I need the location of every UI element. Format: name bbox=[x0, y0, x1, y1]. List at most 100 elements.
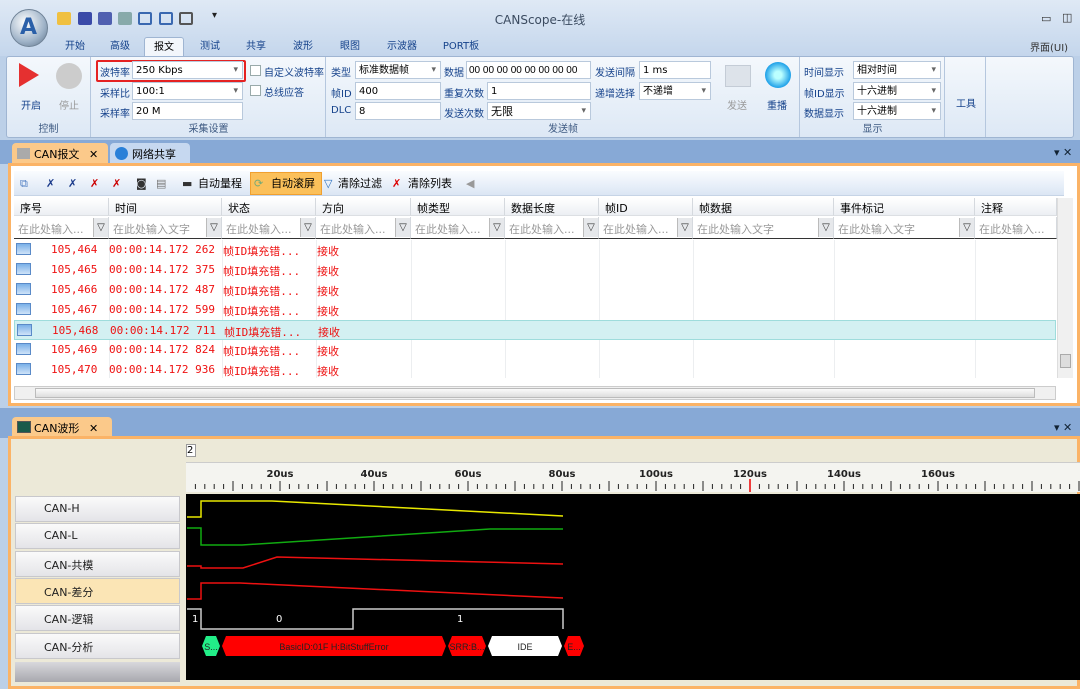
signal-label[interactable]: CAN-L bbox=[15, 523, 180, 550]
scroll-thumb[interactable] bbox=[1060, 354, 1071, 368]
signal-label[interactable]: CAN-共模 bbox=[15, 550, 180, 577]
horizontal-scrollbar[interactable] bbox=[14, 386, 1056, 400]
window-icon[interactable] bbox=[159, 12, 173, 25]
data-field[interactable]: 00 00 00 00 00 00 00 00 bbox=[466, 61, 591, 79]
remove-filter-icon[interactable]: ✗ bbox=[90, 177, 100, 190]
restore-button[interactable]: ◫ bbox=[1062, 11, 1073, 24]
table-row[interactable]: 105,466 00:00:14.172 487 帧ID填充错... 接收 bbox=[14, 280, 1056, 300]
dlc-field[interactable]: 8 bbox=[355, 102, 441, 120]
menu-tab-share[interactable]: 共享 bbox=[246, 41, 266, 52]
tools-button[interactable]: 工具 bbox=[946, 57, 986, 137]
sample-ratio-select[interactable]: 100:1 bbox=[132, 82, 243, 100]
filter-funnel-icon[interactable]: ▽ bbox=[677, 218, 692, 237]
column-header[interactable]: 帧ID bbox=[599, 198, 693, 216]
column-header[interactable]: 数据长度 bbox=[505, 198, 599, 216]
menu-tab-waveform[interactable]: 波形 bbox=[293, 41, 313, 52]
table-row[interactable]: 105,467 00:00:14.172 599 帧ID填充错... 接收 bbox=[14, 300, 1056, 320]
signal-label[interactable]: CAN-H bbox=[15, 496, 180, 522]
column-header[interactable]: 方向 bbox=[316, 198, 411, 216]
copy-icon[interactable]: ⧉ bbox=[20, 177, 28, 190]
send-count-select[interactable]: 无限 bbox=[487, 102, 591, 120]
id-display-select[interactable]: 十六进制 bbox=[853, 82, 941, 100]
camera-icon[interactable] bbox=[179, 12, 193, 25]
binoculars-icon[interactable]: ◙ bbox=[136, 177, 147, 190]
frame-id-field[interactable]: 400 bbox=[355, 82, 441, 100]
menu-tab-message[interactable]: 报文 bbox=[144, 37, 184, 56]
interval-field[interactable]: 1 ms bbox=[639, 61, 711, 79]
table-row[interactable]: 105,464 00:00:14.172 262 帧ID填充错... 接收 bbox=[14, 240, 1056, 260]
auto-range-button[interactable]: 自动量程 bbox=[198, 177, 242, 190]
signal-label[interactable]: CAN-差分 bbox=[15, 577, 180, 604]
filter-pin-icon[interactable]: ✗ bbox=[46, 177, 56, 190]
filter-funnel-icon[interactable]: ▽ bbox=[206, 218, 221, 237]
filter-funnel-icon[interactable]: ▽ bbox=[395, 218, 410, 237]
baud-rate-select[interactable]: 250 Kbps bbox=[132, 61, 243, 79]
grid-icon[interactable] bbox=[138, 12, 152, 25]
custom-baud-checkbox[interactable] bbox=[250, 65, 261, 76]
signal-label[interactable]: CAN-分析 bbox=[15, 632, 180, 659]
tab-can-message[interactable]: CAN报文 ✕ bbox=[12, 143, 108, 164]
filter-input[interactable]: 在此处输入... ▽ bbox=[599, 217, 693, 239]
filter-input[interactable]: 在此处输入文字 ▽ bbox=[693, 217, 834, 239]
tab-can-waveform[interactable]: CAN波形 ✕ bbox=[12, 417, 112, 438]
time-ruler[interactable] bbox=[186, 462, 1080, 492]
filter-input[interactable]: 在此处输入... ▽ bbox=[505, 217, 599, 239]
column-header[interactable]: 帧数据 bbox=[693, 198, 834, 216]
column-header[interactable]: 注释 bbox=[975, 198, 1057, 216]
speaker-icon[interactable]: ◀ bbox=[466, 177, 475, 190]
ui-menu[interactable]: 界面(UI) bbox=[1030, 43, 1069, 54]
signal-label[interactable]: CAN-逻辑 bbox=[15, 605, 180, 632]
table-row[interactable]: 105,465 00:00:14.172 375 帧ID填充错... 接收 bbox=[14, 260, 1056, 280]
filter-input[interactable]: 在此处输入... ▽ bbox=[411, 217, 505, 239]
filter-input[interactable]: 在此处输入... ▽ bbox=[316, 217, 411, 239]
add-filter-icon[interactable]: ✗ bbox=[68, 177, 78, 190]
open-icon[interactable] bbox=[57, 12, 71, 25]
filter-funnel-icon[interactable]: ▽ bbox=[959, 218, 974, 237]
menu-tab-start[interactable]: 开始 bbox=[65, 41, 85, 52]
column-header[interactable]: 时间 bbox=[109, 198, 222, 216]
data-display-select[interactable]: 十六进制 bbox=[853, 102, 941, 120]
filter-input[interactable]: 在此处输入... ▽ bbox=[14, 217, 109, 239]
increment-select[interactable]: 不递增 bbox=[639, 82, 711, 100]
filter-funnel-icon[interactable]: ▽ bbox=[489, 218, 504, 237]
link-icon[interactable] bbox=[118, 12, 132, 25]
next-filter-icon[interactable]: ✗ bbox=[112, 177, 122, 190]
menu-tab-port[interactable]: PORT板 bbox=[442, 41, 480, 52]
customize-quick-access-icon[interactable]: ▾ bbox=[212, 10, 218, 21]
column-header[interactable]: 帧类型 bbox=[411, 198, 505, 216]
send-button[interactable]: 发送 bbox=[727, 101, 747, 112]
menu-tab-eye[interactable]: 眼图 bbox=[340, 41, 360, 52]
table-row[interactable]: 105,469 00:00:14.172 824 帧ID填充错... 接收 bbox=[14, 340, 1056, 360]
scroll-thumb[interactable] bbox=[35, 388, 1035, 398]
replay-button[interactable]: 重播 bbox=[767, 101, 787, 112]
filter-input[interactable]: 在此处输入文字 ▽ bbox=[834, 217, 975, 239]
auto-scroll-button[interactable] bbox=[250, 172, 322, 195]
edit-icon[interactable] bbox=[98, 12, 112, 25]
time-display-select[interactable]: 相对时间 bbox=[853, 61, 941, 79]
clear-list-button[interactable]: 清除列表 bbox=[408, 177, 452, 190]
bus-ack-checkbox[interactable] bbox=[250, 85, 261, 96]
clear-filter-button[interactable]: 清除过滤 bbox=[338, 177, 382, 190]
menu-tab-test[interactable]: 测试 bbox=[200, 41, 220, 52]
save-icon[interactable] bbox=[78, 12, 92, 25]
column-header[interactable]: 序号 bbox=[14, 198, 109, 216]
column-header[interactable]: 事件标记 bbox=[834, 198, 975, 216]
close-icon[interactable]: ✕ bbox=[88, 422, 99, 435]
marker-box[interactable]: 2 bbox=[186, 444, 196, 457]
table-row[interactable]: 105,468 00:00:14.172 711 帧ID填充错... 接收 bbox=[14, 320, 1056, 340]
start-button[interactable]: 开启 bbox=[21, 101, 41, 112]
filter-input[interactable]: 在此处输入文字 ▽ bbox=[109, 217, 222, 239]
filter-input[interactable]: 在此处输入... bbox=[975, 217, 1057, 239]
start-icon[interactable] bbox=[19, 63, 39, 87]
menu-tab-oscilloscope[interactable]: 示波器 bbox=[387, 41, 417, 52]
filter-input[interactable]: 在此处输入... ▽ bbox=[222, 217, 316, 239]
sample-rate-field[interactable]: 20 M bbox=[132, 102, 243, 120]
frame-type-select[interactable]: 标准数据帧 bbox=[355, 61, 441, 79]
filter-funnel-icon[interactable]: ▽ bbox=[818, 218, 833, 237]
filter-funnel-icon[interactable]: ▽ bbox=[300, 218, 315, 237]
filter-funnel-icon[interactable]: ▽ bbox=[93, 218, 108, 237]
vertical-scrollbar[interactable] bbox=[1057, 198, 1073, 378]
menu-tab-advanced[interactable]: 高级 bbox=[110, 41, 130, 52]
repeat-field[interactable]: 1 bbox=[487, 82, 591, 100]
panel-menu-icon[interactable]: ▾ ✕ bbox=[1054, 146, 1073, 159]
